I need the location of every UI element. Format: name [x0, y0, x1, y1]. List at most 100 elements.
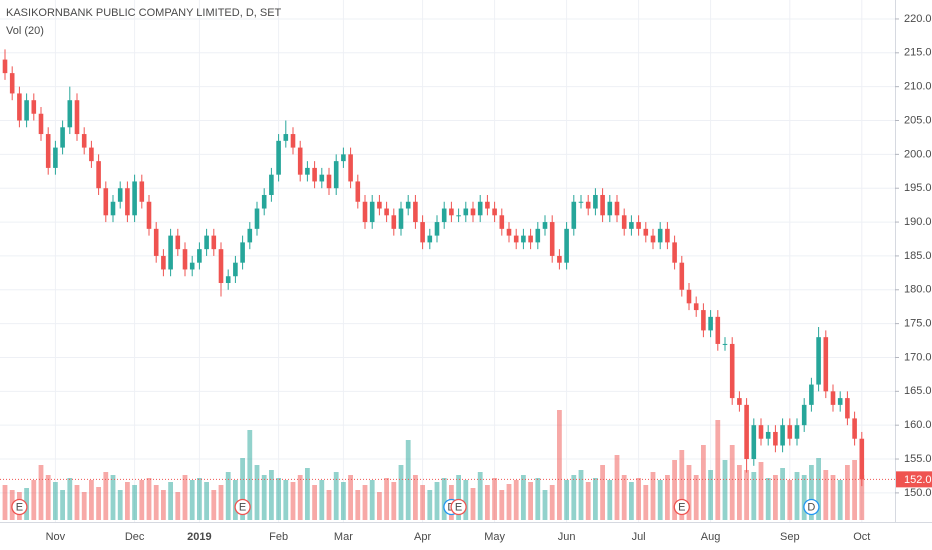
volume-bar: [470, 488, 476, 520]
volume-bar: [621, 475, 627, 520]
candle-body: [146, 201, 152, 229]
volume-bar: [168, 482, 173, 520]
x-tick-label: May: [484, 531, 505, 543]
volume-bar: [521, 475, 526, 520]
candle-body: [816, 337, 821, 385]
volume-bar: [643, 485, 649, 520]
candle-body: [96, 161, 101, 189]
volume-bar: [2, 485, 8, 520]
volume-bar: [765, 478, 771, 520]
candle-body: [204, 235, 209, 250]
volume-bar: [636, 478, 641, 520]
y-tick-label: 190.0: [904, 216, 932, 228]
x-tick-label: Jul: [632, 531, 646, 543]
candle-body: [189, 262, 195, 270]
volume-bar: [153, 485, 159, 520]
volume-bar: [175, 492, 181, 520]
candle-body: [672, 242, 677, 263]
candle-body: [24, 100, 29, 121]
volume-bar: [485, 485, 490, 520]
candle-body: [413, 201, 418, 223]
volume-bar: [701, 445, 706, 520]
candle-body: [456, 215, 461, 217]
candle-body: [729, 343, 735, 399]
candle-body: [794, 425, 800, 439]
candle-body: [420, 222, 425, 243]
candle-body: [38, 113, 44, 135]
volume-bar: [729, 445, 735, 520]
x-tick-label: 2019: [187, 531, 211, 543]
volume-bar: [672, 460, 677, 520]
volume-bar: [859, 475, 865, 520]
candle-body: [74, 100, 80, 135]
x-tick-label: Oct: [853, 531, 870, 543]
candle-body: [132, 181, 137, 216]
event-marker: [234, 498, 251, 516]
candle-body: [305, 167, 310, 175]
candle-body: [211, 235, 217, 250]
candle-body: [348, 154, 353, 182]
volume-bar: [312, 485, 317, 520]
y-tick-label: 200.0: [904, 148, 932, 160]
volume-bar: [182, 475, 188, 520]
candle-body: [60, 127, 65, 148]
volume-bar: [600, 465, 605, 520]
candle-body: [9, 73, 15, 94]
volume-bar: [506, 484, 512, 520]
candle-body: [722, 343, 728, 345]
volume-bar: [290, 482, 296, 520]
volume-bar: [513, 480, 519, 520]
candle-body: [765, 431, 771, 439]
volume-bar: [794, 472, 800, 520]
volume-bar: [326, 490, 332, 520]
candle-body: [521, 235, 526, 243]
y-tick-label: 175.0: [904, 318, 932, 330]
volume-bar: [405, 440, 411, 520]
candle-body: [621, 215, 627, 229]
volume-bar: [233, 480, 238, 520]
volume-bar: [377, 492, 382, 520]
candle-body: [333, 161, 339, 189]
volume-bar: [434, 482, 440, 520]
volume-bar: [254, 465, 260, 520]
candle-body: [319, 174, 325, 182]
candle-body: [557, 255, 562, 263]
candle-body: [290, 134, 296, 148]
candle-body: [535, 228, 541, 243]
candle-body: [391, 215, 397, 229]
volume-bar: [283, 480, 289, 520]
candle-body: [261, 194, 267, 209]
x-tick-label: Mar: [334, 531, 353, 543]
volume-bar: [197, 478, 202, 520]
x-tick-label: Dec: [125, 531, 145, 543]
volume-bar: [420, 485, 425, 520]
candle-body: [859, 438, 865, 480]
volume-bar: [629, 482, 634, 520]
candle-body: [780, 425, 785, 446]
candle-body: [629, 222, 634, 229]
volume-bar: [780, 468, 785, 520]
candle-body: [715, 316, 721, 344]
y-tick-label: 205.0: [904, 114, 932, 126]
volume-bar: [585, 482, 591, 520]
candle-body: [31, 100, 37, 114]
candle-body: [614, 201, 620, 216]
candle-body: [168, 235, 173, 270]
y-tick-label: 195.0: [904, 182, 932, 194]
y-tick-label: 215.0: [904, 47, 932, 59]
candle-body: [449, 208, 454, 216]
volume-bar: [837, 480, 843, 520]
candle-body: [578, 201, 584, 203]
volume-bar: [542, 490, 548, 520]
volume-bar: [355, 490, 361, 520]
volume-bar: [384, 478, 389, 520]
candle-body: [441, 208, 447, 223]
volume-bar: [549, 485, 555, 520]
volume-bar: [665, 475, 670, 520]
volume-bar: [679, 450, 685, 520]
y-tick-label: 170.0: [904, 351, 932, 363]
volume-bar: [744, 470, 749, 520]
candle-body: [758, 425, 764, 439]
candle-body: [125, 188, 130, 216]
candle-body: [665, 228, 670, 243]
